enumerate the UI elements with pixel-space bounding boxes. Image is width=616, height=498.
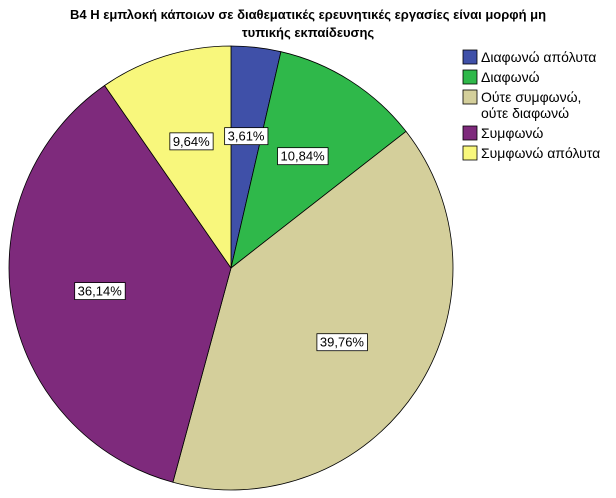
legend-swatch-3 (462, 89, 478, 105)
legend-item-1: Διαφωνώ απόλυτα (462, 49, 596, 65)
chart-title-line-2: τυπικής εκπαίδευσης (242, 25, 375, 40)
pie-data-label-text-3: 39,76% (320, 335, 365, 350)
pie-slice-3 (172, 131, 454, 491)
pie-data-label-5: 9,64% (169, 132, 214, 151)
pie-slices (8, 45, 454, 491)
pie-data-label-text-4: 36,14% (78, 284, 123, 299)
legend-item-5: Συμφωνώ απόλυτα (462, 145, 600, 161)
pie-data-label-3: 39,76% (316, 333, 368, 352)
pie-data-label-box-4 (74, 282, 126, 300)
legend-swatch-5 (462, 145, 478, 161)
legend-label-3-line-1: Ούτε συμφωνώ, (481, 89, 581, 105)
pie-data-label-text-1: 3,61% (228, 129, 265, 144)
pie-data-label-box-1 (224, 127, 269, 146)
legend-swatch-2 (462, 69, 478, 85)
legend-label-5-line-1: Συμφωνώ απόλυτα (481, 145, 600, 161)
legend-label-3-line-2: ούτε διαφωνώ (481, 105, 569, 121)
legend-label-2-line-1: Διαφωνώ (481, 69, 540, 85)
pie-data-label-2: 10,84% (277, 147, 329, 166)
legend-label-1-line-1: Διαφωνώ απόλυτα (481, 49, 596, 65)
chart-legend: Διαφωνώ απόλυτα Διαφωνώ Ούτε συμφωνώ,ούτε … (462, 49, 600, 161)
legend-label-4-line-1: Συμφωνώ (481, 125, 543, 141)
pie-data-label-text-2: 10,84% (281, 149, 326, 164)
legend-item-3: Ούτε συμφωνώ,ούτε διαφωνώ (462, 89, 581, 121)
pie-data-label-4: 36,14% (74, 282, 126, 300)
pie-data-labels: 3,61% 10,84% 39,76% 36,14% 9,64% (74, 127, 368, 352)
pie-data-label-box-2 (277, 147, 329, 166)
chart-title: Β4 Η εμπλοκή κάποιων σε διαθεματικές ερε… (70, 7, 546, 40)
legend-swatch-4 (462, 125, 478, 141)
pie-slice-5 (104, 45, 232, 269)
pie-data-label-box-3 (316, 333, 368, 352)
pie-data-label-text-5: 9,64% (173, 134, 210, 149)
chart-title-line-1: Β4 Η εμπλοκή κάποιων σε διαθεματικές ερε… (70, 7, 546, 22)
legend-item-4: Συμφωνώ (462, 125, 543, 141)
pie-data-label-box-5 (169, 132, 214, 151)
legend-swatch-1 (462, 49, 478, 65)
pie-data-label-1: 3,61% (224, 127, 269, 146)
legend-item-2: Διαφωνώ (462, 69, 540, 85)
